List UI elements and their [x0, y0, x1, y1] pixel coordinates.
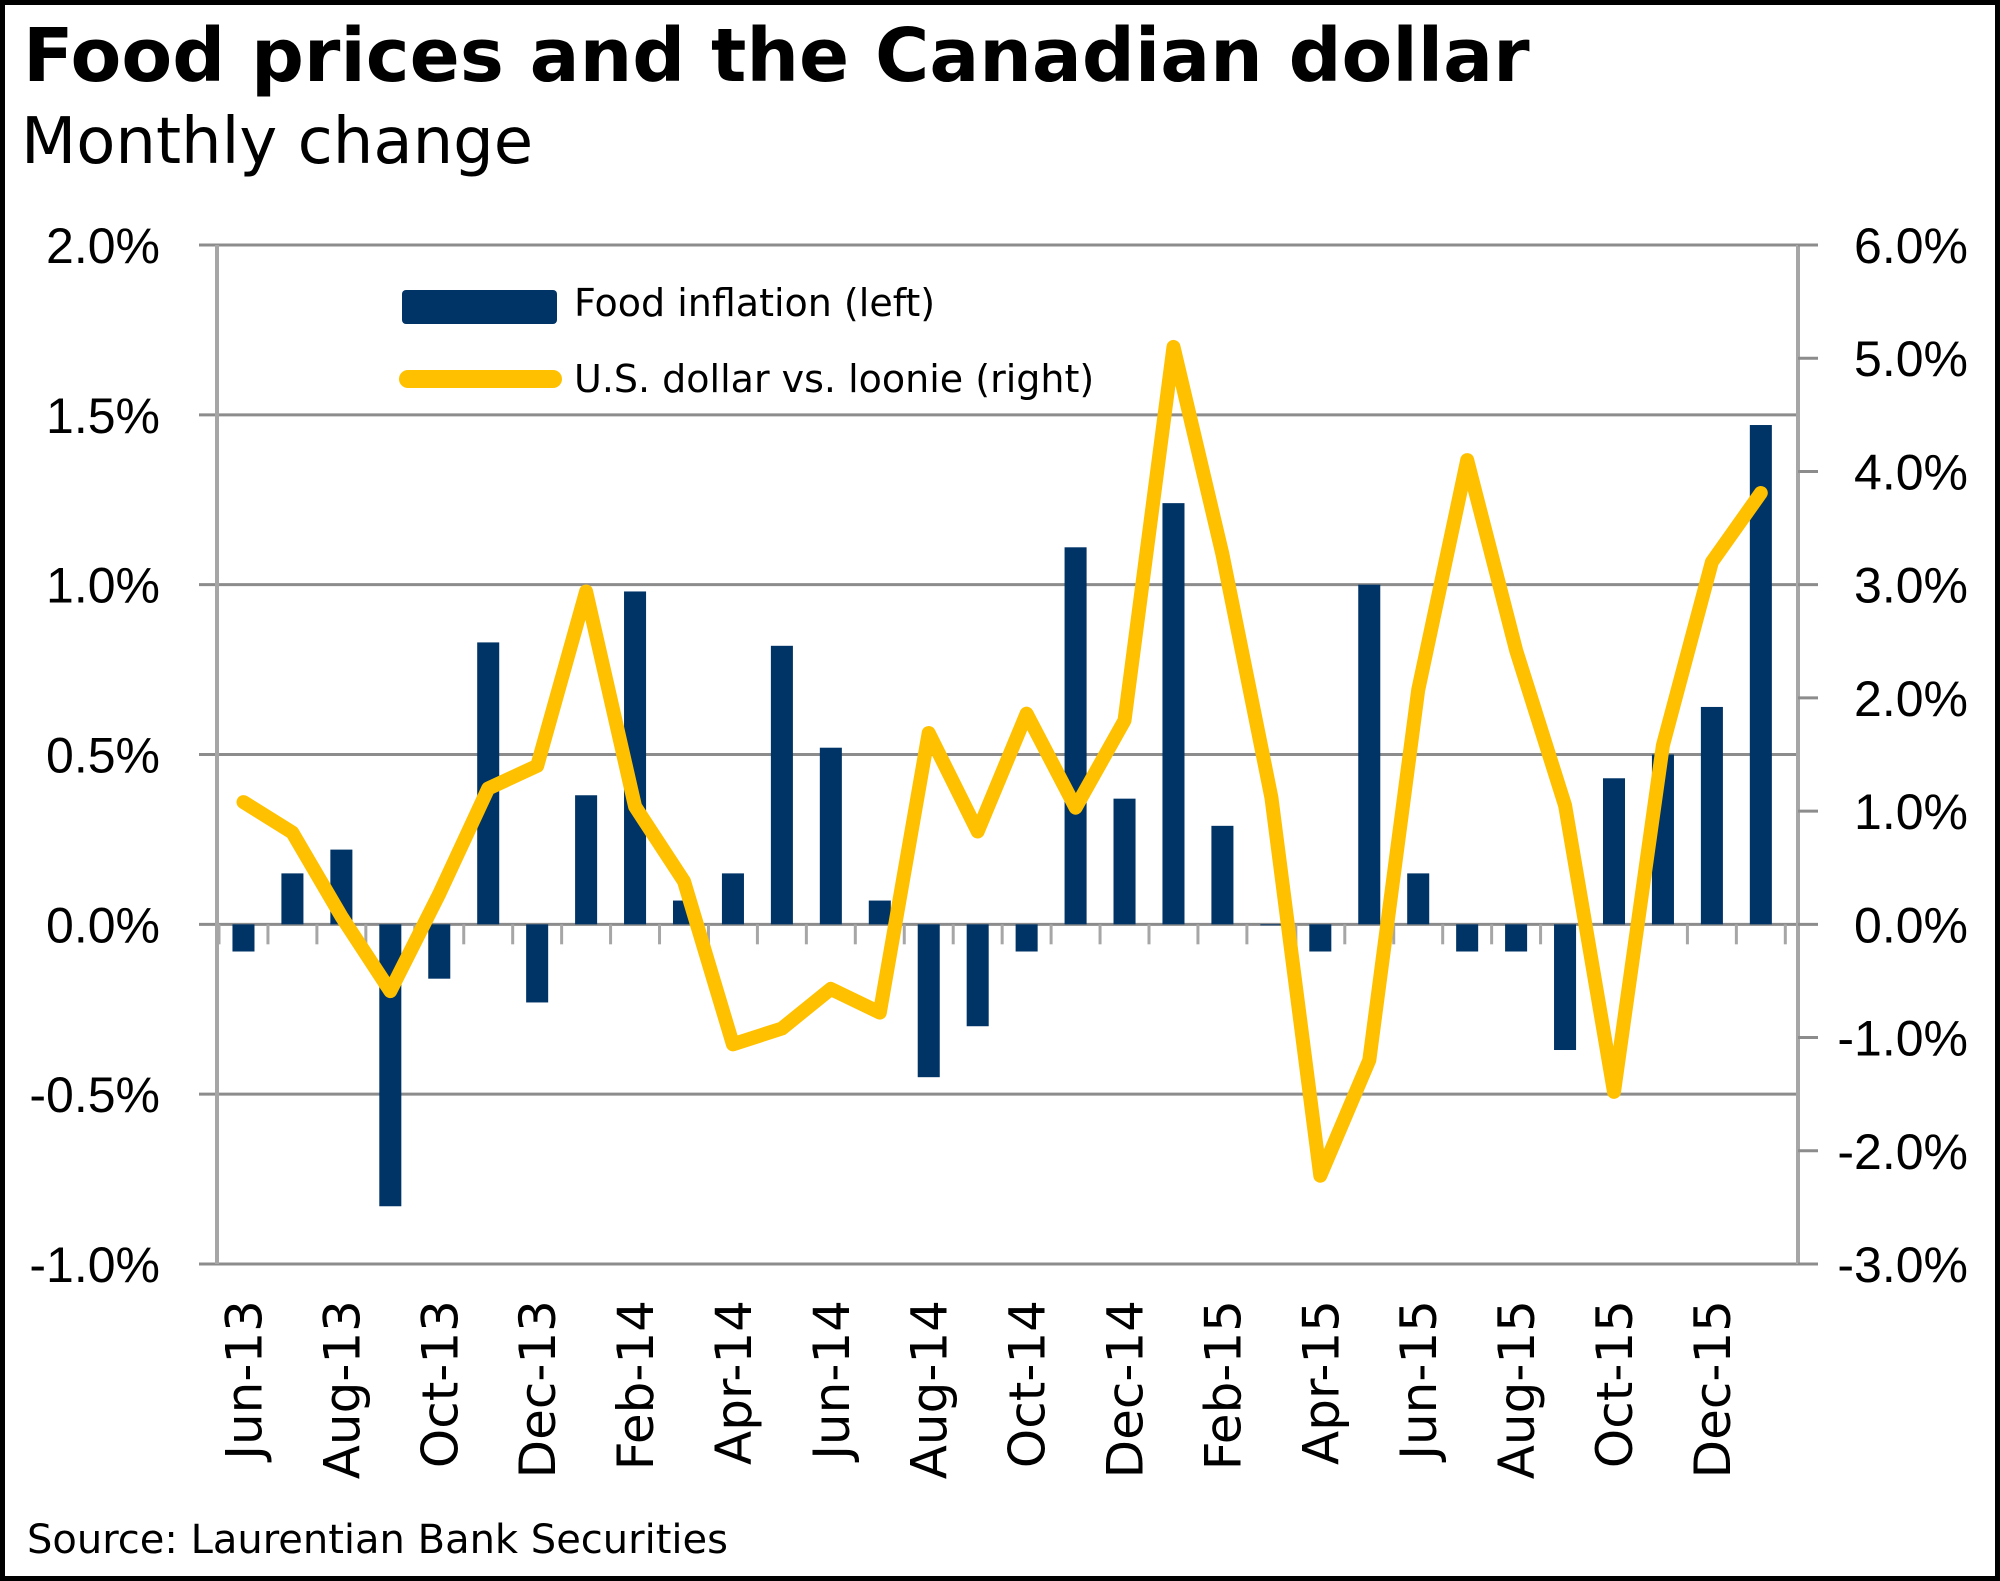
bar-food-inflation — [232, 924, 255, 952]
x-axis-tick-label: Oct-15 — [1586, 1300, 1644, 1468]
bar-food-inflation — [281, 873, 304, 925]
right-axis-tick-label: 3.0% — [1854, 558, 1968, 614]
chart-subtitle: Monthly change — [21, 105, 534, 179]
bar-food-inflation — [1015, 924, 1038, 952]
bar-food-inflation — [770, 645, 793, 925]
bar-food-inflation — [819, 747, 842, 925]
x-axis-labels: Jun-13 Aug-13 Oct-13 Dec-13 Feb-14 Apr-14 Jun-… — [215, 1300, 1741, 1479]
bar-food-inflation — [1113, 798, 1136, 925]
bar-food-inflation — [1505, 924, 1528, 952]
x-axis-tick-label: Jun-15 — [1390, 1300, 1448, 1463]
bar-food-inflation — [1456, 924, 1479, 952]
bar-food-inflation — [1749, 425, 1772, 925]
bar-food-inflation — [917, 924, 940, 1078]
bar-food-inflation — [428, 924, 451, 979]
bar-food-inflation — [1162, 503, 1185, 925]
x-axis-tick-label: Dec-13 — [509, 1300, 567, 1478]
x-axis-tick-label: Jun-14 — [803, 1300, 861, 1463]
bar-food-inflation — [966, 924, 989, 1027]
left-axis-tick-label: -0.5% — [29, 1067, 160, 1123]
bar-food-inflation — [868, 900, 891, 925]
x-axis-tick-label: Dec-15 — [1684, 1300, 1742, 1478]
bar-food-inflation — [1309, 924, 1332, 952]
x-axis-tick-label: Aug-13 — [313, 1300, 371, 1479]
x-axis-tick-label: Oct-13 — [411, 1300, 469, 1468]
x-axis-tick-label: Aug-14 — [901, 1300, 959, 1479]
legend: Food inflation (left) U.S. dollar vs. lo… — [399, 281, 1094, 401]
right-axis-tick-label: -3.0% — [1837, 1237, 1968, 1293]
left-axis-labels: -1.0% -0.5% 0.0% 0.5% 1.0% 1.5% 2.0% — [29, 218, 160, 1293]
x-axis-tick-label: Feb-15 — [1194, 1300, 1252, 1470]
bar-food-inflation — [1554, 924, 1577, 1051]
left-axis-tick-label: 0.0% — [46, 897, 160, 953]
bar-food-inflation — [624, 591, 647, 925]
x-axis-tick-label: Feb-14 — [607, 1300, 665, 1470]
left-axis-tick-label: 1.0% — [46, 558, 160, 614]
right-axis-tick-label: 0.0% — [1854, 897, 1968, 953]
line-series — [236, 339, 1768, 1183]
right-axis-tick-label: -2.0% — [1837, 1124, 1968, 1180]
bar-food-inflation — [1211, 825, 1234, 925]
x-axis-tick-label: Dec-14 — [1097, 1300, 1155, 1478]
bar-food-inflation — [1260, 924, 1283, 926]
x-axis-tick-label: Jun-13 — [215, 1300, 273, 1463]
x-axis-tick-label: Oct-14 — [999, 1300, 1057, 1468]
line-usd-vs-loonie — [236, 339, 1768, 1183]
legend-label-food-inflation: Food inflation (left) — [574, 281, 935, 325]
right-axis-tick-label: -1.0% — [1837, 1011, 1968, 1067]
gridlines — [199, 243, 1798, 1266]
bar-food-inflation — [1602, 778, 1626, 925]
bar-food-inflation — [1358, 584, 1381, 925]
right-axis-tick-label: 1.0% — [1854, 784, 1968, 840]
bar-food-inflation — [1407, 873, 1430, 925]
right-axis-tick-label: 2.0% — [1854, 671, 1968, 727]
right-axis-labels: -3.0% -2.0% -1.0% 0.0% 1.0% 2.0% 3.0% 4.0% 5.0% 6… — [1837, 218, 1968, 1293]
left-axis-tick-label: 1.5% — [46, 388, 160, 444]
bar-food-inflation — [1064, 547, 1087, 925]
bar-food-inflation — [575, 795, 598, 925]
left-axis-tick-label: -1.0% — [29, 1237, 160, 1293]
x-axis-tick-label: Apr-14 — [705, 1300, 763, 1465]
bar-food-inflation — [526, 924, 549, 1003]
source-note: Source: Laurentian Bank Securities — [27, 1517, 728, 1563]
right-axis-tick-label: 5.0% — [1854, 331, 1968, 387]
x-axis-tick-label: Apr-15 — [1292, 1300, 1350, 1465]
chart-title: Food prices and the Canadian dollar — [23, 13, 1530, 99]
bar-food-inflation — [721, 873, 744, 925]
x-axis-tick-label: Aug-15 — [1488, 1300, 1546, 1479]
axes — [215, 243, 1818, 1266]
bar-series — [232, 425, 1772, 1207]
bar-food-inflation — [1700, 706, 1723, 925]
legend-label-usd-loonie: U.S. dollar vs. loonie (right) — [574, 357, 1094, 401]
left-axis-tick-label: 0.5% — [46, 728, 160, 784]
right-axis-tick-label: 6.0% — [1854, 218, 1968, 274]
right-axis-tick-label: 4.0% — [1854, 444, 1968, 500]
legend-swatch-food-inflation — [402, 290, 557, 324]
left-axis-tick-label: 2.0% — [46, 218, 160, 274]
